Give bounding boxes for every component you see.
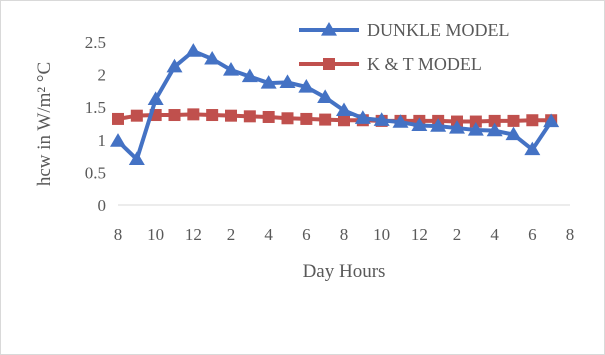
series-dunkle-model [110, 43, 560, 165]
data-point [281, 112, 294, 125]
x-tick-label: 6 [302, 225, 311, 244]
legend-marker [323, 58, 335, 70]
data-point [262, 110, 275, 123]
data-point [467, 122, 484, 136]
x-tick-label: 12 [185, 225, 202, 244]
x-tick-label: 2 [453, 225, 462, 244]
data-point [112, 112, 124, 125]
x-tick-label: 2 [227, 225, 236, 244]
legend-marker [321, 22, 337, 36]
x-tick-label: 8 [114, 225, 123, 244]
legend: DUNKLE MODEL K & T MODEL [299, 20, 509, 74]
data-point [430, 118, 447, 132]
data-point [147, 91, 164, 105]
x-tick-label: 8 [566, 225, 575, 244]
data-point [524, 141, 541, 156]
data-point [338, 114, 350, 127]
y-tick-label: 0.5 [85, 163, 106, 182]
data-point [488, 114, 501, 127]
y-tick-label: 1.5 [85, 98, 106, 117]
data-point [354, 110, 371, 124]
data-point [336, 102, 352, 117]
data-point [243, 110, 256, 123]
y-tick-label: 2 [98, 66, 107, 85]
data-point [279, 74, 296, 89]
data-point [298, 78, 315, 93]
legend-item: DUNKLE MODEL [299, 20, 509, 40]
x-tick-label: 4 [264, 225, 273, 244]
series-layer [110, 43, 560, 165]
x-tick-label: 10 [373, 225, 390, 244]
data-point [223, 62, 239, 76]
data-point [300, 112, 313, 125]
data-point [319, 113, 332, 126]
data-point [507, 114, 520, 127]
legend-label: K & T MODEL [367, 54, 482, 74]
data-point [241, 68, 258, 83]
data-point [110, 133, 126, 147]
y-tick-label: 2.5 [85, 33, 106, 52]
y-axis-ticks: 0 0.5 1 1.5 2 2.5 [85, 33, 106, 215]
x-axis-title: Day Hours [303, 261, 386, 282]
data-point [185, 43, 202, 57]
data-point [449, 120, 465, 134]
data-point [204, 50, 221, 65]
data-point [187, 108, 200, 121]
data-point [505, 126, 522, 141]
data-point [317, 89, 334, 104]
data-point [168, 109, 181, 122]
x-tick-label: 10 [147, 225, 164, 244]
data-point [526, 114, 539, 127]
x-tick-label: 8 [340, 225, 349, 244]
x-tick-label: 4 [490, 225, 499, 244]
data-point [469, 115, 482, 128]
data-point [543, 113, 560, 128]
y-tick-label: 0 [98, 196, 107, 215]
legend-label: DUNKLE MODEL [367, 20, 509, 40]
data-point [486, 122, 503, 137]
data-point [225, 109, 237, 122]
y-tick-label: 1 [98, 131, 107, 150]
data-point [130, 109, 143, 122]
series-k-and-t-model [112, 108, 558, 128]
data-point [260, 75, 277, 89]
data-point [373, 112, 390, 126]
legend-item: K & T MODEL [299, 54, 482, 74]
x-tick-label: 6 [528, 225, 537, 244]
data-point [166, 58, 183, 73]
x-tick-label: 12 [411, 225, 428, 244]
data-point [392, 114, 409, 128]
data-point [128, 151, 145, 165]
series-line [116, 112, 554, 124]
data-point [411, 117, 428, 132]
x-axis-ticks: 8 10 12 2 4 6 8 10 12 2 4 6 8 [114, 225, 575, 244]
data-point [206, 109, 219, 122]
y-axis-title: hcw in W/m² °C [34, 62, 55, 186]
